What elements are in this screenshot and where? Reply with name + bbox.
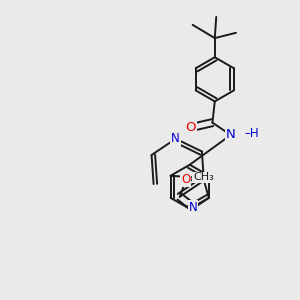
Text: N: N <box>226 128 236 142</box>
Text: N: N <box>189 201 197 214</box>
Text: CH₃: CH₃ <box>193 172 214 182</box>
Text: N: N <box>171 132 180 145</box>
Text: O: O <box>186 121 196 134</box>
Text: –H: –H <box>245 127 260 140</box>
Text: O: O <box>181 173 190 186</box>
